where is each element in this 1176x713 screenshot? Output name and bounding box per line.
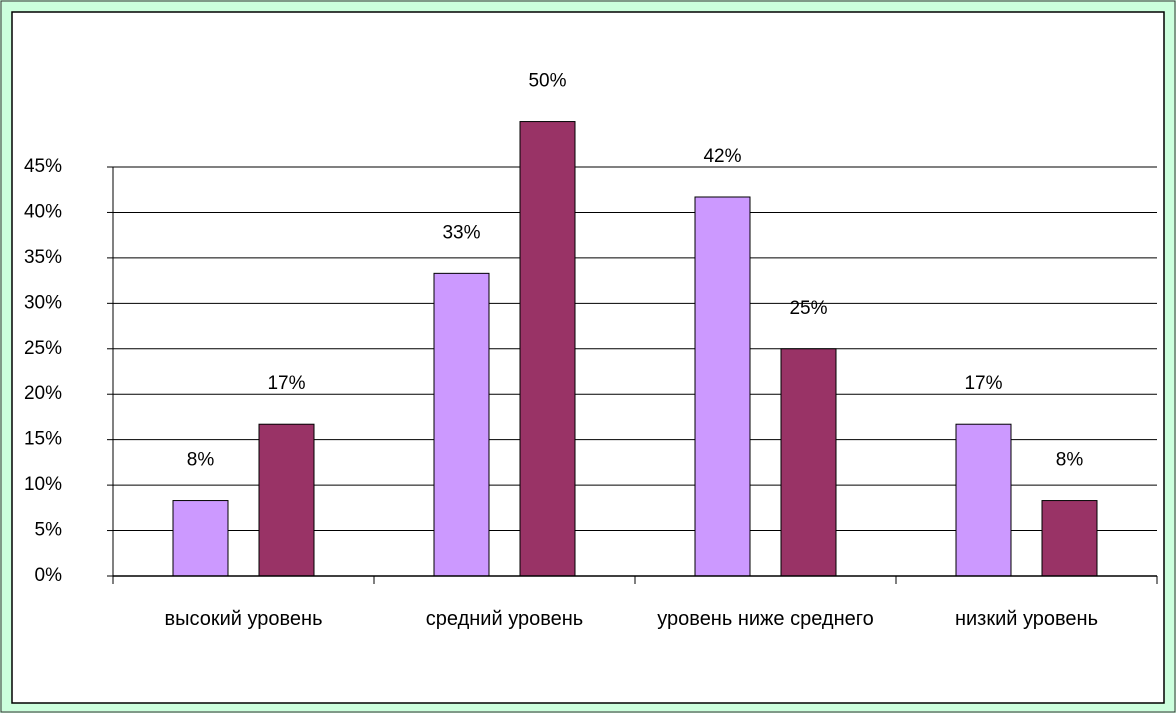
bar (1041, 500, 1098, 577)
data-label: 8% (187, 450, 215, 471)
bar (519, 121, 576, 577)
x-tick-label: средний уровень (425, 608, 584, 630)
y-tick-label: 20% (24, 383, 62, 404)
bar (780, 348, 837, 577)
data-label: 17% (267, 373, 305, 394)
x-tick-label: высокий уровень (164, 608, 323, 630)
x-tick-label: уровень ниже среднего (657, 608, 874, 630)
bar (433, 272, 490, 577)
y-tick-label: 40% (24, 201, 62, 222)
y-tick-label: 30% (24, 292, 62, 313)
y-tick-label: 35% (24, 247, 62, 268)
y-tick-label: 10% (24, 474, 62, 495)
data-label: 8% (1056, 450, 1084, 471)
y-tick-label: 25% (24, 338, 62, 359)
data-label: 17% (964, 373, 1002, 394)
bar (694, 196, 751, 577)
data-label: 42% (703, 146, 741, 167)
y-tick-label: 5% (35, 520, 63, 541)
data-label: 33% (442, 222, 480, 243)
x-tick-label: низкий уровень (954, 608, 1099, 630)
data-label: 25% (789, 298, 827, 319)
data-label: 50% (528, 71, 566, 92)
y-tick-label: 45% (24, 156, 62, 177)
bar (955, 423, 1012, 577)
y-tick-label: 0% (35, 565, 63, 586)
bar (172, 500, 229, 577)
bar (258, 423, 315, 577)
y-tick-label: 15% (24, 429, 62, 450)
chart-area (11, 11, 1165, 704)
